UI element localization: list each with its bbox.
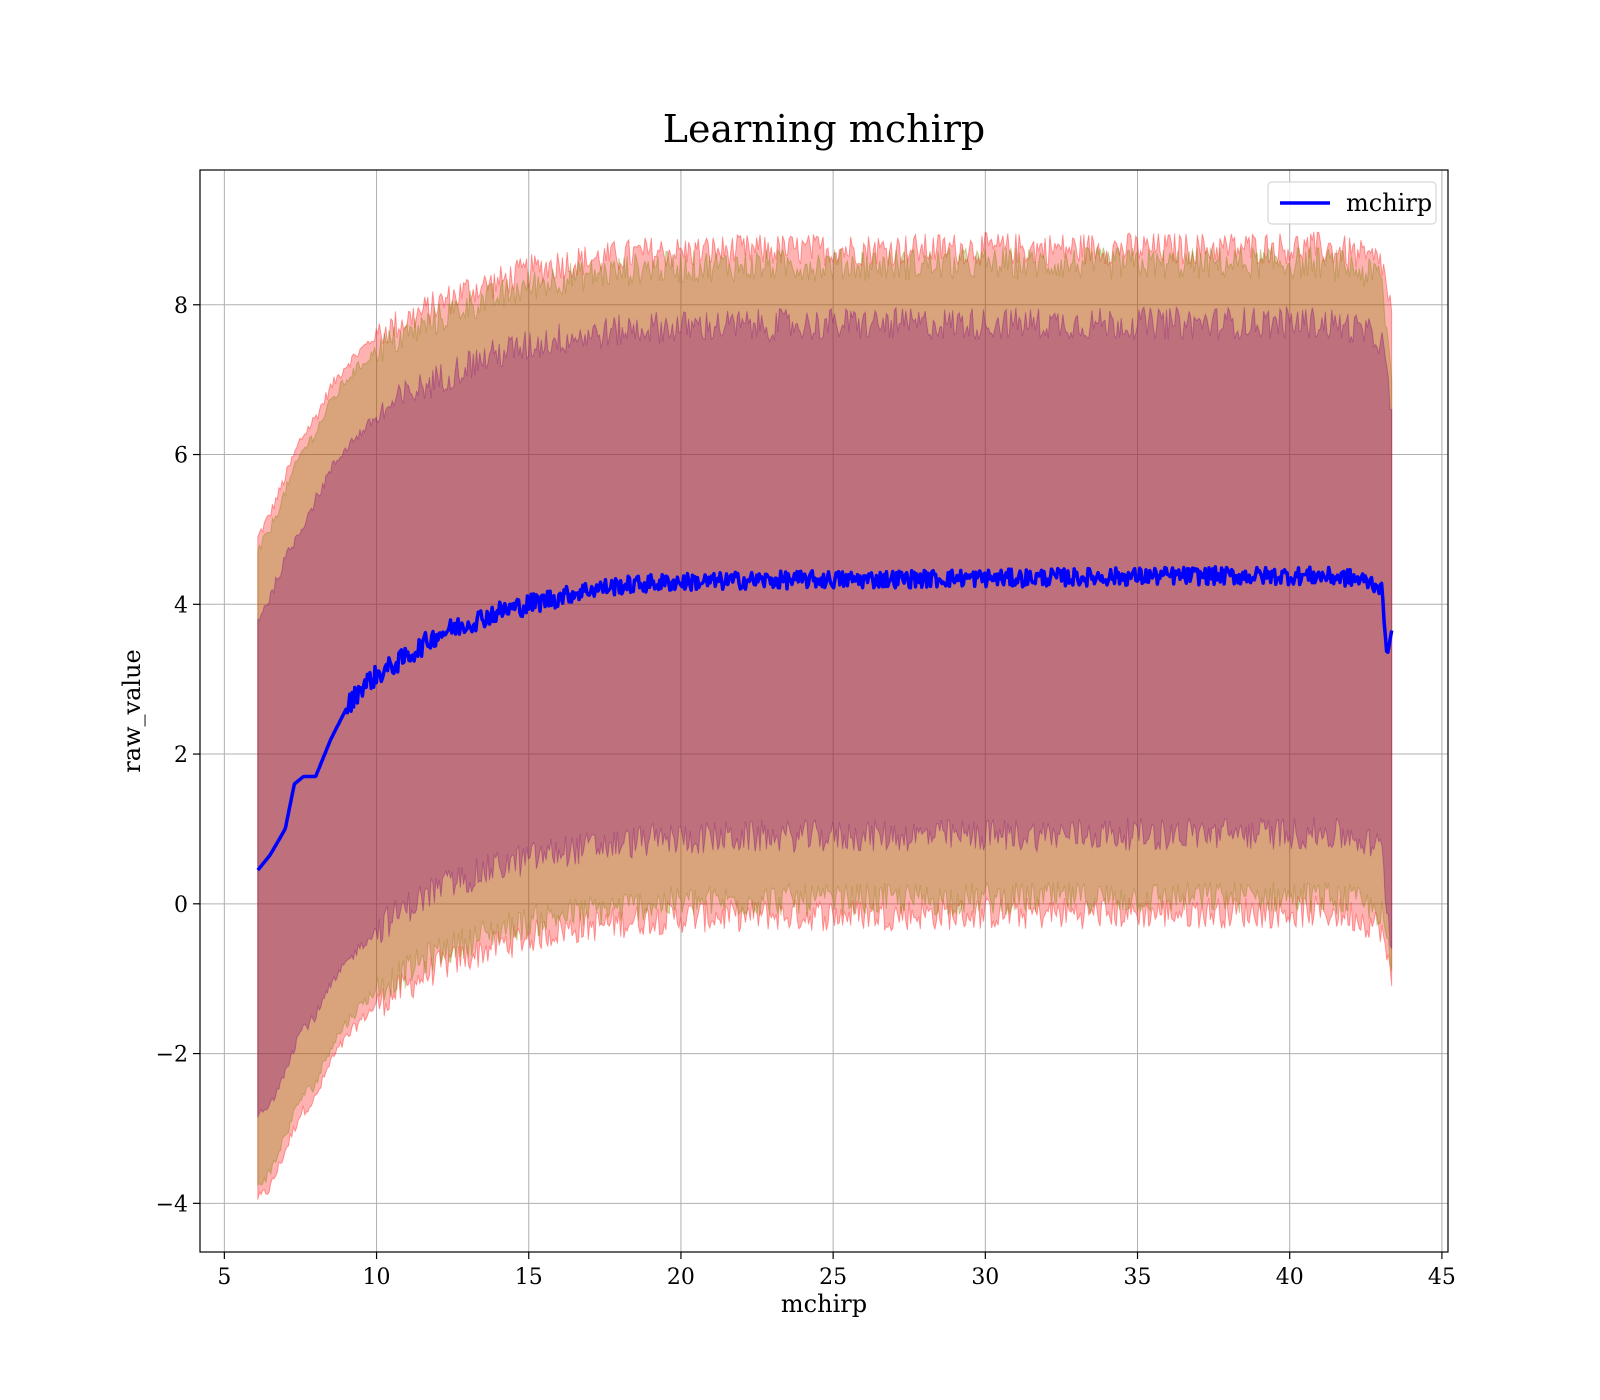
- series-line-mchirp: [256, 565, 1394, 872]
- uncertainty-bands: [257, 231, 1393, 1200]
- x-axis-label: mchirp: [781, 1290, 867, 1318]
- grid: [200, 170, 1448, 1252]
- x-tick-label: 45: [1428, 1265, 1456, 1290]
- x-tick-label: 15: [515, 1265, 543, 1290]
- y-tick-label: 2: [174, 743, 188, 768]
- y-tick-label: 8: [174, 294, 188, 319]
- y-axis-label: raw_value: [118, 649, 146, 773]
- chart-title: Learning mchirp: [663, 107, 985, 151]
- uncertainty-band-2: [257, 245, 1393, 1186]
- y-tick-label: 6: [174, 444, 188, 469]
- y-tick-label: −4: [156, 1192, 188, 1217]
- x-axis-ticks: 5 10 15 20 25 30 35 40 45: [217, 1252, 1456, 1290]
- legend-label: mchirp: [1346, 189, 1432, 217]
- legend: mchirp: [1267, 181, 1437, 225]
- y-tick-label: 4: [174, 593, 188, 618]
- y-tick-label: 0: [174, 893, 188, 918]
- x-tick-label: 30: [971, 1265, 999, 1290]
- series-lines: [256, 565, 1394, 872]
- x-tick-label: 10: [363, 1265, 391, 1290]
- plot-frame: [199, 169, 1449, 1253]
- y-axis-ticks: −4 −2 0 2 4 6 8: [156, 294, 200, 1217]
- x-tick-label: 25: [819, 1265, 847, 1290]
- x-tick-label: 5: [217, 1265, 231, 1290]
- x-tick-label: 20: [667, 1265, 695, 1290]
- x-tick-label: 40: [1276, 1265, 1304, 1290]
- y-tick-label: −2: [156, 1043, 188, 1068]
- x-tick-label: 35: [1124, 1265, 1152, 1290]
- uncertainty-band-1: [257, 231, 1393, 1200]
- uncertainty-band-3: [257, 305, 1393, 1118]
- legend-box: [1267, 181, 1437, 225]
